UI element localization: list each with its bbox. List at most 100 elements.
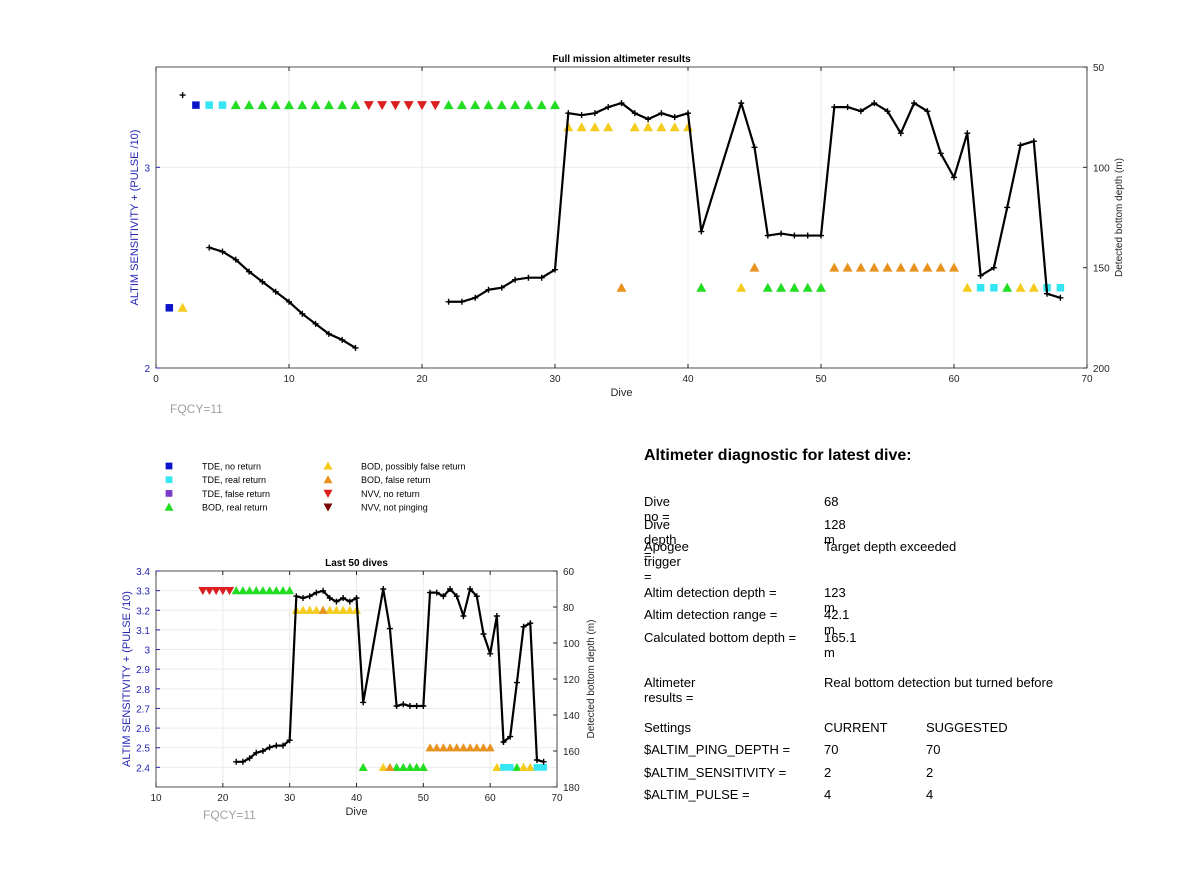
depth-point (844, 104, 851, 111)
legend-label: TDE, real return (202, 475, 266, 485)
legend-label: TDE, no return (202, 462, 261, 472)
marker-nvv_no_return (211, 587, 221, 596)
marker-nvv_no_return (198, 587, 208, 596)
x-tick-label: 70 (551, 793, 563, 804)
depth-point (353, 595, 360, 601)
marker-tde_real_return (976, 283, 985, 292)
depth-point (445, 298, 452, 305)
marker-bod_real_return (350, 100, 361, 110)
y-right-tick-label: 160 (563, 747, 580, 758)
marker-bod_possibly_false (643, 122, 654, 132)
depth-point (1004, 204, 1011, 211)
marker-bod_real_return (358, 762, 368, 771)
depth-point (206, 244, 213, 251)
marker-bod_real_return (257, 100, 268, 110)
x-tick-label: 20 (217, 793, 229, 804)
sensitivity-label: $ALTIM_SENSITIVITY = (644, 765, 787, 780)
dive-no-value: 68 (824, 494, 839, 509)
y-right-tick-label: 180 (563, 783, 580, 794)
depth-point (286, 298, 292, 305)
marker-tde_real_return (500, 763, 507, 771)
x-tick-label: 40 (682, 374, 694, 385)
x-tick-label: 60 (948, 374, 960, 385)
legend-label: NVV, not pinging (361, 503, 428, 513)
depth-point (937, 150, 944, 157)
y-left-tick-label: 2.6 (136, 724, 150, 735)
marker-bod_real_return (523, 100, 534, 110)
depth-point (326, 595, 333, 601)
y-right-tick-label: 140 (563, 711, 580, 722)
depth-point (380, 586, 387, 592)
depth-point (538, 274, 545, 281)
y-left-tick-label: 3.3 (136, 587, 150, 598)
y-right-axis-label: Detected bottom depth (m) (1114, 158, 1125, 277)
marker-bod_real_return (483, 100, 494, 110)
marker-bod_possibly_false (492, 762, 502, 771)
marker-bod_false_return (432, 743, 442, 752)
depth-point (333, 598, 340, 605)
depth-point (259, 748, 266, 754)
x-tick-label: 10 (150, 793, 162, 804)
y-left-tick-label: 3 (144, 646, 150, 657)
depth-point (279, 742, 286, 749)
depth-point (246, 755, 253, 762)
marker-bod_possibly_false (525, 762, 535, 771)
x-tick-label: 30 (549, 374, 561, 385)
x-tick-label: 70 (1081, 374, 1093, 385)
marker-bod_possibly_false (962, 282, 973, 292)
depth-point (360, 699, 367, 706)
axes-box (155, 66, 1088, 369)
marker-bod_possibly_false (1028, 282, 1039, 292)
depth-point (232, 256, 239, 263)
y-left-axis-label: ALTIM SENSITIVITY + (PULSE /10) (129, 130, 141, 306)
marker-bod_possibly_false (325, 605, 335, 614)
altimeter-results-label: Altimeter results = (644, 675, 696, 705)
chart-title: Full mission altimeter results (552, 54, 691, 65)
marker-bod_real_return (696, 282, 707, 292)
marker-nvv_no_return (363, 101, 374, 111)
legend-marker-bod_possibly_false (323, 461, 333, 470)
marker-tde_no_return (165, 304, 174, 312)
y-right-tick-label: 50 (1093, 63, 1105, 74)
marker-bod_possibly_false (656, 122, 667, 132)
y-left-tick-label: 2 (144, 364, 150, 375)
marker-nvv_no_return (390, 101, 401, 111)
depth-point (977, 272, 984, 279)
altim-depth-value: 123 m (824, 585, 846, 615)
depth-point (778, 230, 785, 237)
marker-bod_possibly_false (345, 605, 355, 614)
marker-bod_real_return (258, 586, 268, 595)
marker-bod_possibly_false (589, 122, 600, 132)
y-right-tick-label: 150 (1093, 264, 1110, 275)
suggested-header: SUGGESTED (926, 720, 1008, 735)
depth-point (964, 130, 971, 137)
depth-point (671, 114, 678, 121)
fqcy-annotation: FQCY=11 (170, 402, 223, 416)
marker-bod_real_return (405, 762, 415, 771)
marker-bod_real_return (776, 282, 787, 292)
x-tick-label: 10 (283, 374, 295, 385)
y-right-axis-label: Detected bottom depth (m) (586, 620, 597, 739)
altim-range-label: Altim detection range = (644, 607, 778, 622)
marker-bod_possibly_false (338, 605, 348, 614)
depth-point (513, 679, 520, 686)
depth-point (1044, 290, 1051, 297)
y-left-axis-label: ALTIM SENSITIVITY + (PULSE /10) (121, 591, 133, 767)
marker-bod_real_return (245, 586, 255, 595)
depth-point (253, 749, 260, 756)
depth-point (897, 130, 904, 137)
legend-label: BOD, real return (202, 503, 268, 513)
marker-bod_real_return (392, 762, 402, 771)
depth-point (685, 110, 691, 117)
pulse-suggested: 4 (926, 787, 934, 802)
marker-bod_possibly_false (311, 605, 321, 614)
marker-tde_real_return (1056, 283, 1065, 292)
marker-bod_real_return (265, 586, 275, 595)
marker-bod_false_return (478, 743, 488, 752)
depth-point (325, 330, 332, 337)
marker-tde_real_return (506, 763, 514, 771)
depth-point (520, 623, 527, 630)
ping-depth-current: 70 (824, 742, 839, 757)
marker-bod_real_return (270, 100, 281, 110)
marker-bod_possibly_false (576, 122, 587, 132)
